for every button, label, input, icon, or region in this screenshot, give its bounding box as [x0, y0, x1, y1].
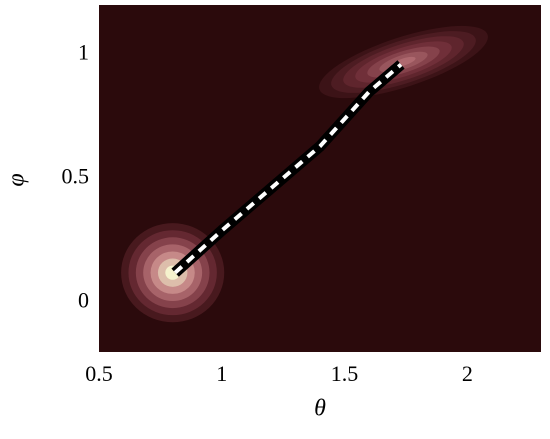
x-tick-label: 0.5 [85, 361, 113, 386]
x-axis-label: θ [314, 396, 326, 422]
x-tick-label: 2 [462, 361, 473, 386]
x-tick-label: 1 [216, 361, 227, 386]
y-tick-label: 1 [78, 40, 89, 65]
y-tick-label: 0 [78, 287, 89, 312]
path-dashes [173, 62, 403, 275]
x-tick-label: 1.5 [331, 361, 359, 386]
y-tick-label: 0.5 [62, 164, 90, 189]
y-axis-label: φ [4, 173, 30, 186]
